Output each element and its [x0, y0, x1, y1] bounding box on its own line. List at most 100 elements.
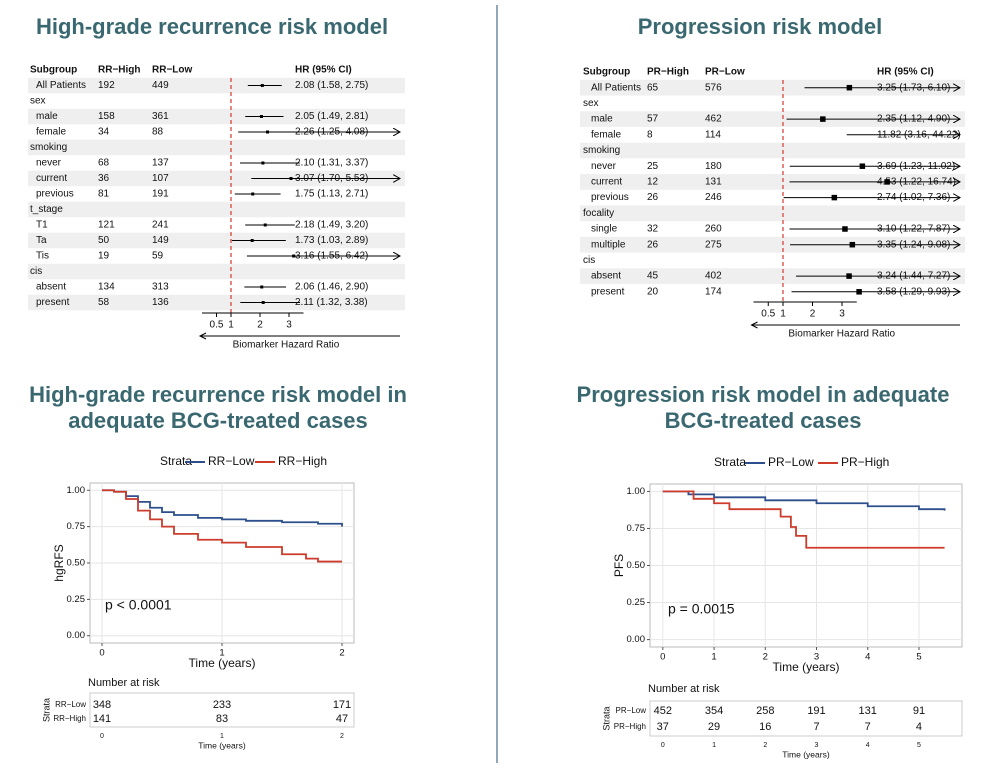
x-tick-label: 3 — [814, 652, 819, 663]
n-high: 26 — [647, 192, 659, 203]
n-low: 180 — [705, 161, 722, 172]
x-tick-label: 1 — [219, 648, 224, 659]
hr-point — [261, 161, 265, 165]
risk-count: 47 — [336, 713, 348, 725]
hr-point — [289, 177, 293, 180]
x-tick-label: 5 — [916, 652, 921, 663]
risk-table-title: Number at risk — [88, 677, 160, 689]
risk-time-label: 2 — [340, 733, 344, 740]
risk-row-label: RR−High — [53, 714, 86, 723]
n-low: 462 — [705, 114, 722, 125]
x-tick-label: 0 — [660, 652, 665, 663]
risk-time-label: 0 — [661, 742, 665, 749]
group-label: cis — [30, 266, 42, 277]
y-tick-label: 0.00 — [67, 630, 86, 641]
risk-row-label: PR−High — [614, 722, 646, 731]
n-low: 131 — [705, 177, 722, 188]
x-tick-label: 1 — [780, 309, 786, 320]
group-label: focality — [583, 208, 614, 219]
legend-label: PR−Low — [768, 455, 814, 469]
row-label: absent — [36, 282, 66, 293]
row-label: previous — [591, 192, 629, 203]
risk-count: 37 — [657, 721, 669, 733]
legend-title: Strata — [160, 454, 192, 468]
row-stripe — [28, 77, 405, 94]
legend-title: Strata — [714, 455, 746, 469]
hr-point — [849, 241, 856, 248]
row-stripe — [28, 294, 405, 311]
group-label: smoking — [30, 142, 67, 153]
risk-count: 7 — [865, 721, 871, 733]
hr-point — [292, 254, 296, 258]
n-low: 114 — [705, 129, 721, 140]
risk-count: 171 — [333, 699, 351, 711]
chart-title: High-grade recurrence risk model — [35, 14, 389, 39]
hr-point — [266, 130, 270, 134]
n-low: 191 — [152, 189, 169, 200]
x-axis-label: Biomarker Hazard Ratio — [233, 340, 340, 351]
x-tick-label: 1 — [711, 652, 716, 663]
row-stripe — [28, 263, 405, 280]
n-low: 260 — [705, 224, 722, 235]
n-high: 192 — [98, 80, 115, 91]
risk-table-frame — [649, 700, 963, 737]
n-high: 65 — [647, 82, 659, 93]
hr-point — [846, 84, 853, 91]
risk-table-title: Number at risk — [648, 683, 720, 695]
n-low: 88 — [152, 127, 164, 138]
risk-time-label: 5 — [917, 742, 921, 749]
y-tick-label: 1.00 — [67, 485, 86, 496]
risk-count: 4 — [916, 721, 922, 733]
row-stripe — [28, 108, 405, 125]
x-tick-label: 3 — [839, 309, 845, 320]
row-stripe — [28, 201, 405, 218]
y-tick-label: 0.25 — [627, 597, 646, 608]
row-label: female — [36, 127, 66, 138]
y-tick-label: 0.75 — [627, 523, 646, 534]
risk-time-label: 0 — [100, 733, 104, 740]
legend-label: RR−High — [278, 454, 327, 468]
n-high: 58 — [98, 297, 110, 308]
n-high: 19 — [98, 251, 110, 262]
row-label: All Patients — [36, 80, 86, 91]
n-low: 275 — [705, 239, 722, 250]
survival-curve — [662, 490, 945, 549]
n-low: 576 — [705, 82, 722, 93]
hr-label: 2.05 (1.49, 2.81) — [295, 111, 368, 122]
hr-point — [251, 192, 255, 196]
row-label: male — [36, 111, 58, 122]
row-stripe — [28, 139, 405, 156]
risk-count: 7 — [813, 721, 819, 733]
column-header: PR−Low — [705, 67, 745, 78]
n-low: 59 — [152, 251, 164, 262]
column-header: Subgroup — [30, 65, 77, 76]
row-label: never — [591, 161, 617, 172]
group-label: sex — [30, 96, 46, 107]
row-label: All Patients — [591, 82, 641, 93]
x-tick-label: 2 — [257, 320, 263, 331]
risk-x-label: Time (years) — [782, 749, 830, 759]
risk-count: 348 — [93, 699, 111, 711]
row-label: multiple — [591, 239, 626, 250]
hr-label: 2.06 (1.46, 2.90) — [295, 282, 368, 293]
group-label: t_stage — [30, 204, 63, 215]
risk-time-label: 4 — [866, 742, 870, 749]
x-tick-label: 4 — [865, 652, 870, 663]
risk-x-label: Time (years) — [198, 740, 246, 750]
n-high: 50 — [98, 235, 110, 246]
x-axis-label: Biomarker Hazard Ratio — [788, 329, 895, 340]
n-high: 8 — [647, 129, 653, 140]
risk-time-label: 3 — [815, 742, 819, 749]
risk-count: 83 — [216, 713, 228, 725]
hr-point — [260, 285, 264, 289]
n-high: 158 — [98, 111, 115, 122]
n-low: 449 — [152, 80, 169, 91]
x-tick-label: 0.5 — [210, 320, 224, 331]
x-tick-label: 2 — [810, 309, 816, 320]
column-header: RR−Low — [152, 65, 193, 76]
risk-count: 258 — [756, 705, 774, 717]
hr-point — [846, 273, 852, 279]
y-tick-label: 0.50 — [67, 558, 86, 569]
